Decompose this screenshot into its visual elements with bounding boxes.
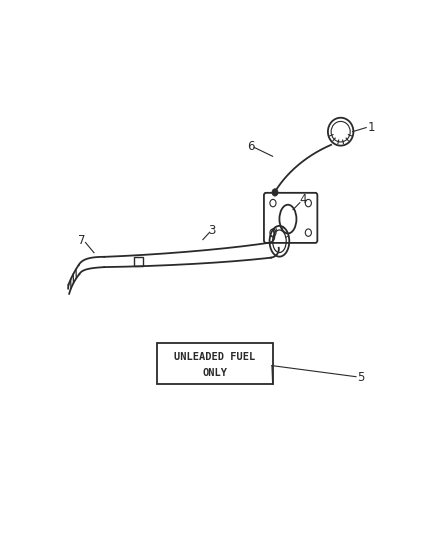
Text: 5: 5: [357, 372, 364, 384]
Text: 6: 6: [246, 140, 254, 152]
Text: UNLEADED FUEL: UNLEADED FUEL: [174, 352, 255, 362]
Bar: [157, 343, 272, 384]
Bar: [134, 257, 142, 266]
Text: 3: 3: [207, 224, 215, 237]
Text: 4: 4: [299, 193, 306, 206]
Text: 7: 7: [78, 234, 86, 247]
Text: 1: 1: [367, 121, 374, 134]
Text: ONLY: ONLY: [202, 368, 227, 377]
Circle shape: [271, 189, 277, 196]
